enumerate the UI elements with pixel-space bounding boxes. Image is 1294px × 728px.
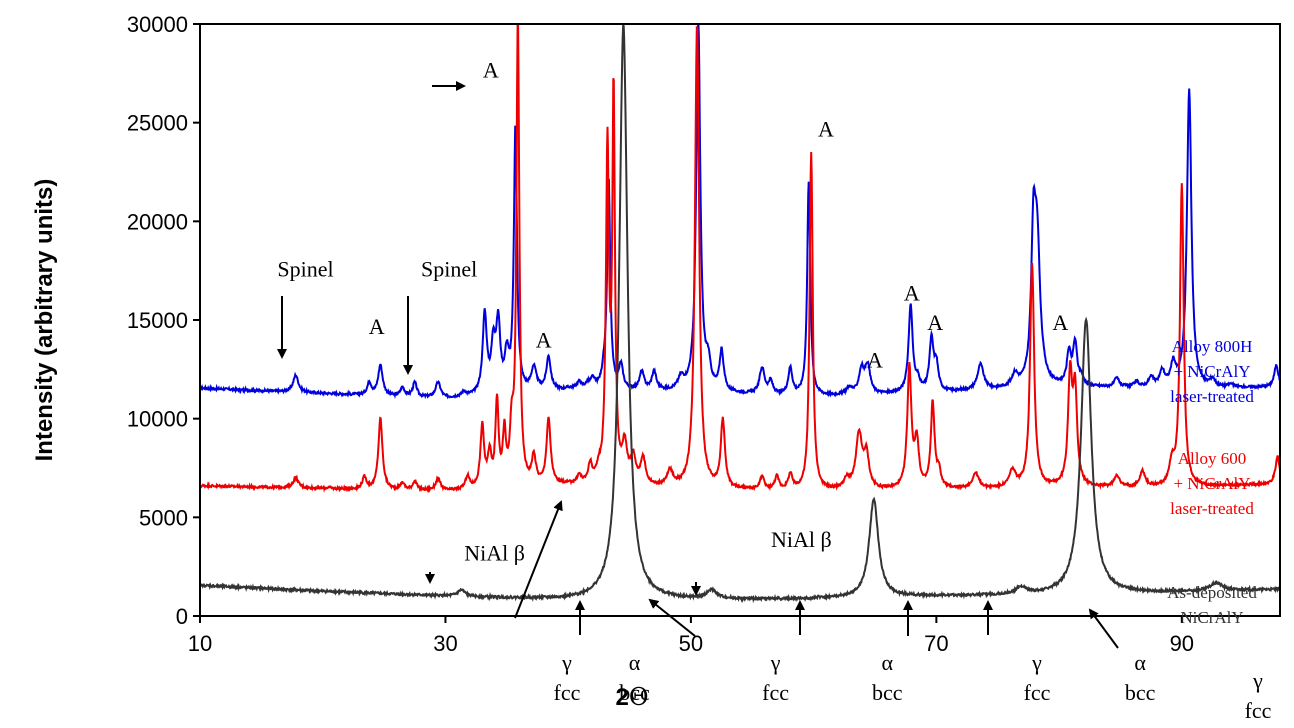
x-axis-title-symbol: Θ [629,683,649,711]
annotation-label-5: A [818,116,834,141]
y-tick-label-0: 0 [176,604,188,629]
annotation-label-4: A [483,57,499,82]
y-axis-title: Intensity (arbitrary units) [31,179,58,462]
x-axis-title: 2Θ [615,683,648,711]
arrow-gamma-2 [648,598,696,637]
phase-label-layer: γ fcc α bcc γ fcc α bcc γ fcc α bcc γ fcc [554,650,1272,723]
legend: Alloy 800H + NiCrAlY laser-treated Alloy 60… [1167,337,1257,627]
y-tick-label-3: 15000 [127,308,188,333]
legend-line-2-1: NiCrAlY [1180,608,1243,627]
phase-symbol-2: γ [770,650,781,675]
x-axis-title-prefix: 2 [615,684,628,711]
annotation-arrows [277,81,1119,649]
annotation-label-7: A [904,280,920,305]
annotation-label-3: A [536,328,552,353]
x-axis: 10 30 50 70 90 [188,616,1194,656]
legend-line-2-0: As-deposited [1167,583,1257,602]
annotation-label-6: A [867,347,883,372]
phase-structure-4: fcc [1024,680,1051,705]
phase-symbol-0: γ [561,650,572,675]
legend-line-0-1: + NiCrAlY [1173,362,1250,381]
phase-structure-1: bcc [619,680,650,705]
annotation-label-2: A [369,314,385,339]
annotation-label-10: NiAl β [464,541,525,566]
x-tick-label-0: 10 [188,631,212,656]
phase-structure-6: fcc [1245,698,1272,723]
legend-line-0-0: Alloy 800H [1172,337,1253,356]
plot-frame [199,23,1281,617]
annotation-label-0: Spinel [277,257,333,282]
phase-structure-5: bcc [1125,680,1156,705]
series-layer [200,24,1280,604]
series-line-1 [200,24,1280,494]
y-tick-label-2: 10000 [127,407,188,432]
legend-line-1-1: + NiCrAlY [1173,474,1250,493]
y-tick-label-6: 30000 [127,12,188,37]
x-tick-label-2: 50 [679,631,703,656]
phase-structure-0: fcc [554,680,581,705]
legend-line-1-0: Alloy 600 [1178,449,1246,468]
phase-structure-3: bcc [872,680,903,705]
phase-symbol-5: α [1134,650,1146,675]
y-tick-label-5: 25000 [127,111,188,136]
annotation-label-1: Spinel [421,257,477,282]
y-tick-label-4: 20000 [127,209,188,234]
y-tick-label-1: 5000 [139,505,188,530]
x-tick-label-4: 90 [1170,631,1194,656]
series-line-2 [200,24,1280,604]
phase-symbol-3: α [882,650,894,675]
phase-symbol-1: α [629,650,641,675]
x-tick-label-1: 30 [433,631,457,656]
y-axis: 0 5000 10000 15000 20000 25000 30000 [127,12,200,629]
arrow-gamma-4 [1088,608,1119,649]
legend-line-1-2: laser-treated [1170,499,1254,518]
legend-line-0-2: laser-treated [1170,387,1254,406]
annotation-label-11: NiAl β [771,527,832,552]
arrow-gamma-1 [514,500,563,619]
phase-structure-2: fcc [762,680,789,705]
x-tick-label-3: 70 [924,631,948,656]
phase-symbol-4: γ [1031,650,1042,675]
series-line-0 [200,24,1280,400]
annotation-label-8: A [927,310,943,335]
phase-symbol-6: γ [1252,668,1263,693]
annotation-label-9: A [1052,310,1068,335]
